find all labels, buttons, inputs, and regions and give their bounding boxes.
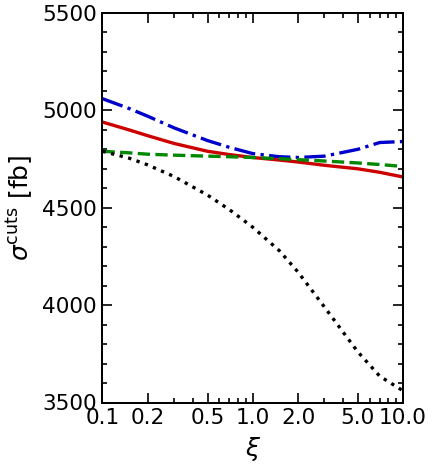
Y-axis label: $\sigma^{\rm cuts}$ [fb]: $\sigma^{\rm cuts}$ [fb] [5, 154, 35, 261]
X-axis label: $\xi$: $\xi$ [245, 435, 261, 463]
